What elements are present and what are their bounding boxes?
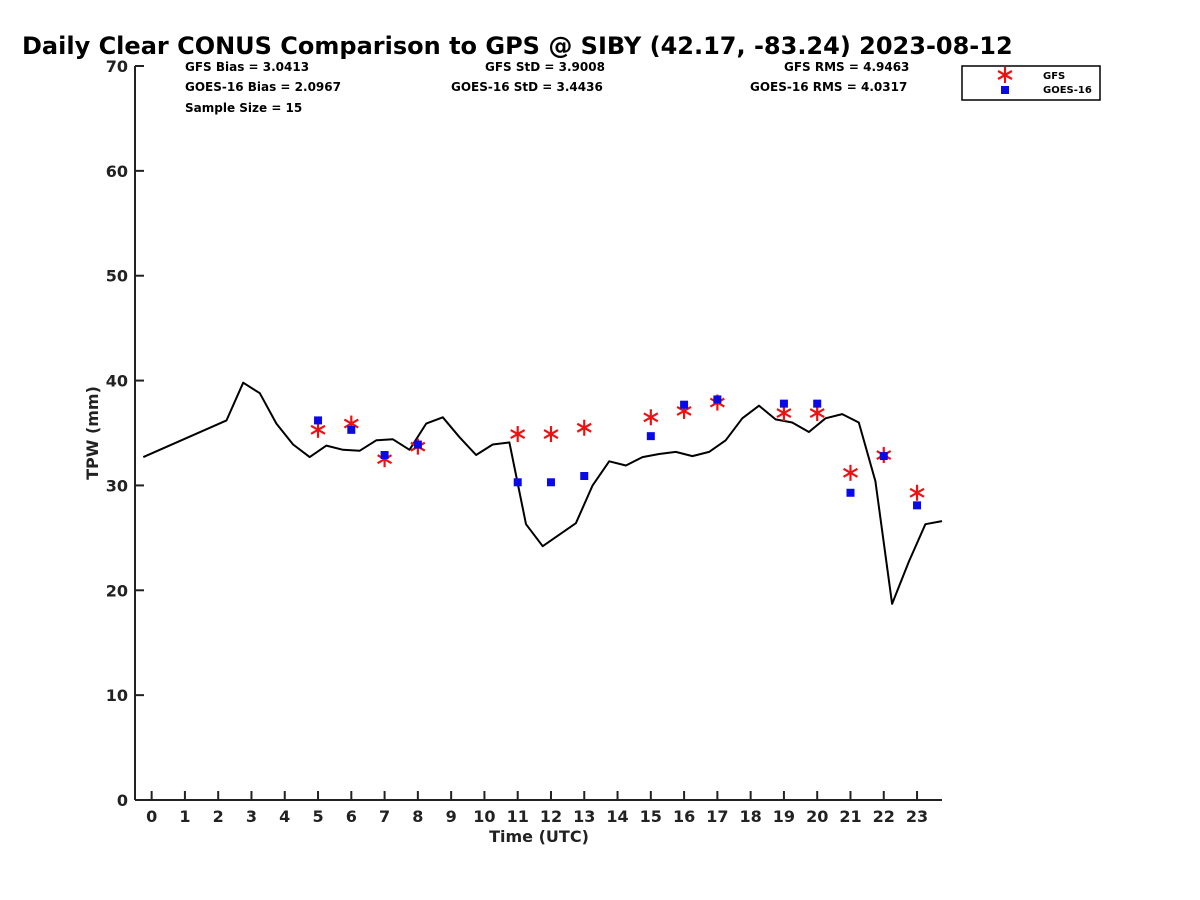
gfs-point xyxy=(576,419,592,436)
x-tick-label: 12 xyxy=(540,807,562,826)
goes-point xyxy=(546,478,555,487)
gfs-point xyxy=(776,405,792,422)
stats-block: GFS Bias = 3.0413 GFS StD = 3.9008 GFS R… xyxy=(185,60,909,115)
gfs-point xyxy=(909,484,925,501)
x-tick-label: 5 xyxy=(312,807,323,826)
x-tick-label: 2 xyxy=(213,807,224,826)
chart-title: Daily Clear CONUS Comparison to GPS @ SI… xyxy=(22,32,1013,60)
gps-line xyxy=(142,381,943,605)
x-tick-label: 14 xyxy=(606,807,628,826)
gfs-bias-text: GFS Bias = 3.0413 xyxy=(185,60,309,74)
y-tick-label: 0 xyxy=(117,791,128,810)
x-tick-label: 16 xyxy=(673,807,695,826)
plot-area xyxy=(142,381,943,605)
goes-point xyxy=(513,478,522,487)
y-axis-label: TPW (mm) xyxy=(83,386,102,480)
goes-point xyxy=(347,425,356,434)
x-tick-label: 10 xyxy=(473,807,495,826)
x-tick-label: 4 xyxy=(279,807,290,826)
x-tick-label: 11 xyxy=(507,807,529,826)
goes-point xyxy=(879,452,888,461)
goes-bias-text: GOES-16 Bias = 2.0967 xyxy=(185,80,341,94)
legend-goes-label: GOES-16 xyxy=(1043,85,1092,96)
y-tick-label: 40 xyxy=(106,372,128,391)
x-axis-label: Time (UTC) xyxy=(489,827,589,846)
x-tick-label: 21 xyxy=(839,807,861,826)
y-tick-label: 70 xyxy=(106,57,128,76)
goes-point xyxy=(680,400,689,409)
goes-point xyxy=(713,395,722,404)
x-tick-label: 23 xyxy=(906,807,928,826)
goes-std-text: GOES-16 StD = 3.4436 xyxy=(451,80,603,94)
x-tick-label: 3 xyxy=(246,807,257,826)
x-tick-label: 8 xyxy=(412,807,423,826)
legend: GFS GOES-16 xyxy=(961,65,1101,101)
x-tick-label: 20 xyxy=(806,807,828,826)
goes-point xyxy=(846,488,855,497)
x-tick-label: 7 xyxy=(379,807,390,826)
gfs-point xyxy=(809,405,825,422)
goes-point xyxy=(913,501,922,510)
x-tick-label: 0 xyxy=(146,807,157,826)
goes-point xyxy=(779,399,788,408)
gfs-point xyxy=(643,409,659,426)
y-tick-label: 60 xyxy=(106,162,128,181)
legend-box xyxy=(961,65,1101,101)
gfs-rms-text: GFS RMS = 4.9463 xyxy=(784,60,909,74)
goes-point xyxy=(380,451,389,460)
x-tick-label: 15 xyxy=(640,807,662,826)
x-tick-label: 19 xyxy=(773,807,795,826)
x-tick-label: 13 xyxy=(573,807,595,826)
legend-gfs-marker xyxy=(997,67,1013,83)
x-tick-label: 17 xyxy=(706,807,728,826)
goes-point xyxy=(580,471,589,480)
y-tick-label: 50 xyxy=(106,267,128,286)
gfs-point xyxy=(842,464,858,481)
x-tick-label: 9 xyxy=(446,807,457,826)
legend-gfs-asterisk xyxy=(997,67,1013,83)
legend-goes-marker xyxy=(1001,86,1009,94)
gfs-std-text: GFS StD = 3.9008 xyxy=(485,60,605,74)
goes-point xyxy=(413,440,422,449)
legend-goes-square xyxy=(1001,86,1009,94)
y-tick-label: 30 xyxy=(106,476,128,495)
gfs-point xyxy=(310,421,326,438)
gfs-point xyxy=(510,426,526,443)
legend-gfs-label: GFS xyxy=(1043,71,1065,82)
x-tick-label: 1 xyxy=(179,807,190,826)
sample-size-text: Sample Size = 15 xyxy=(185,101,302,115)
x-tick-label: 6 xyxy=(346,807,357,826)
goes-point xyxy=(646,432,655,441)
y-tick-label: 20 xyxy=(106,581,128,600)
goes-rms-text: GOES-16 RMS = 4.0317 xyxy=(750,80,907,94)
gfs-point xyxy=(543,426,559,443)
goes-point xyxy=(813,399,822,408)
x-tick-label: 22 xyxy=(873,807,895,826)
goes-point xyxy=(314,416,323,425)
x-tick-label: 18 xyxy=(740,807,762,826)
y-tick-label: 10 xyxy=(106,686,128,705)
